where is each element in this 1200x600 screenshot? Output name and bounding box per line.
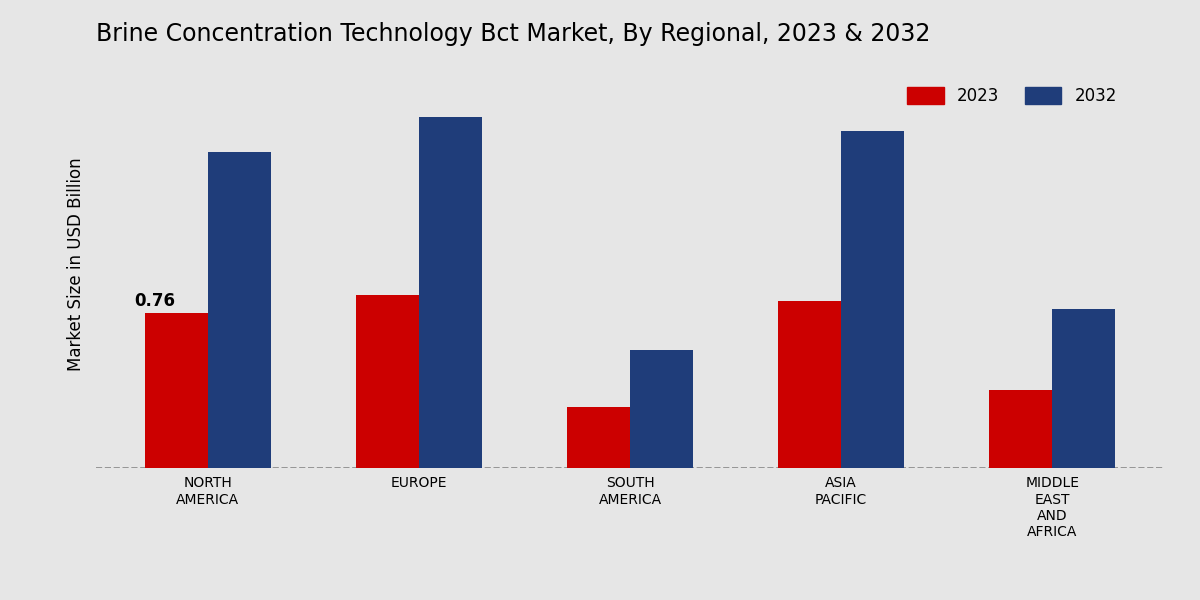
Legend: 2023, 2032: 2023, 2032: [900, 80, 1123, 112]
Bar: [778, 301, 841, 468]
Y-axis label: Market Size in USD Billion: Market Size in USD Billion: [67, 157, 85, 371]
Bar: [208, 152, 271, 468]
Text: Brine Concentration Technology Bct Market, By Regional, 2023 & 2032: Brine Concentration Technology Bct Marke…: [96, 22, 930, 46]
Bar: [144, 313, 208, 468]
Bar: [841, 131, 905, 468]
Bar: [355, 295, 419, 468]
Bar: [419, 117, 482, 468]
Bar: [566, 407, 630, 468]
Bar: [989, 391, 1052, 468]
Text: 0.76: 0.76: [134, 292, 175, 310]
Bar: [630, 350, 694, 468]
Bar: [1052, 309, 1116, 468]
